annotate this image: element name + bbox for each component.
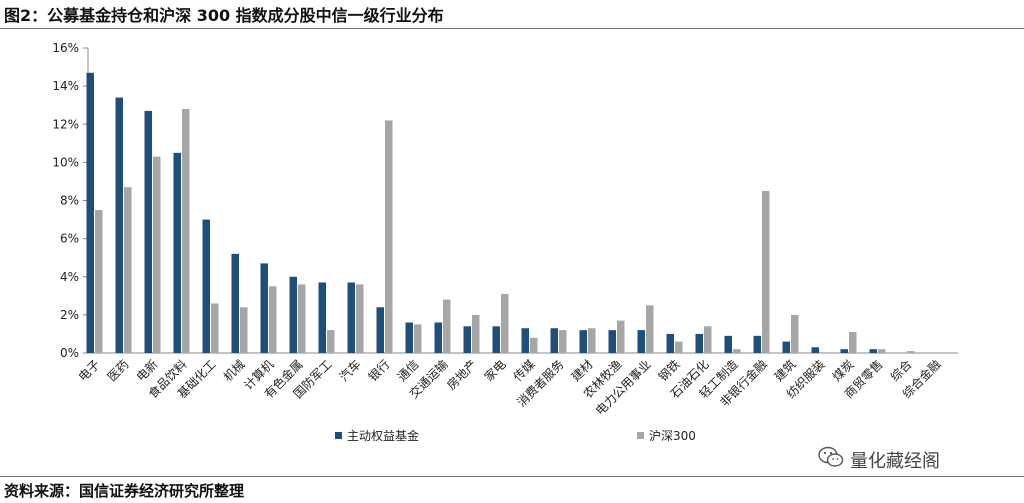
bar-hs300 [559,330,567,353]
bar-hs300 [588,328,596,353]
y-tick-label: 0% [60,346,79,360]
x-tick-label: 家电 [481,357,509,385]
bar-hs300 [704,326,712,353]
bar-active-fund [434,322,442,353]
bar-active-fund [811,347,819,353]
bar-hs300 [907,351,915,353]
bar-active-fund [521,328,529,353]
bar-active-fund [376,307,384,353]
bar-active-fund [463,326,471,353]
bar-hs300 [762,190,770,353]
bar-active-fund [347,282,355,353]
bar-active-fund [492,326,500,353]
bar-hs300 [733,349,741,353]
x-tick-label: 医药 [105,357,132,384]
bar-active-fund [608,330,616,353]
bar-hs300 [646,305,654,353]
wechat-icon [818,446,844,473]
bar-hs300 [791,314,799,353]
bar-hs300 [327,330,335,353]
bar-active-fund [115,97,123,353]
bar-active-fund [666,333,674,353]
bar-hs300 [240,307,248,353]
x-tick-label: 汽车 [336,357,364,385]
legend-swatch [637,432,644,439]
bar-active-fund [86,72,94,353]
bar-active-fund [782,341,790,353]
bar-hs300 [472,314,480,353]
bar-active-fund [405,322,413,353]
y-tick-label: 2% [60,308,79,322]
bar-hs300 [414,324,422,353]
bar-hs300 [443,299,451,353]
bar-hs300 [269,286,277,353]
bar-hs300 [501,293,509,353]
watermark-text: 量化藏经阁 [850,450,940,472]
legend-swatch [335,432,342,439]
bar-active-fund [289,276,297,353]
x-tick-label: 银行 [366,357,393,384]
bottom-rule [0,476,1024,477]
bar-active-fund [260,263,268,353]
bar-hs300 [298,284,306,353]
bar-hs300 [153,156,161,353]
bar-active-fund [695,333,703,353]
x-tick-label: 电子 [76,357,103,384]
bar-hs300 [385,120,393,353]
y-tick-label: 16% [52,41,79,55]
bar-hs300 [95,210,103,353]
bar-hs300 [124,187,132,353]
bar-active-fund [869,349,877,353]
watermark: 量化藏经阁 [818,446,940,473]
bar-hs300 [530,337,538,353]
legend-label: 主动权益基金 [347,428,419,443]
bar-active-fund [318,282,326,353]
bar-active-fund [144,110,152,353]
bar-active-fund [173,152,181,353]
bar-hs300 [849,332,857,353]
bar-hs300 [675,341,683,353]
y-tick-label: 8% [60,194,79,208]
bar-hs300 [182,109,190,353]
y-tick-label: 14% [52,79,79,93]
x-tick-label: 房地产 [444,357,480,393]
bar-active-fund [840,349,848,353]
bar-active-fund [550,328,558,353]
figure-title: 图2：公募基金持仓和沪深 300 指数成分股中信一级行业分布 [4,6,444,25]
bar-hs300 [211,303,219,353]
bar-active-fund [753,335,761,353]
top-rule [0,28,1024,29]
bar-active-fund [579,330,587,353]
bar-active-fund [231,253,239,353]
bar-hs300 [356,284,364,353]
legend-label: 沪深300 [649,429,696,443]
bar-active-fund [202,219,210,353]
y-tick-label: 4% [60,270,79,284]
bar-active-fund [637,330,645,353]
bar-hs300 [878,349,886,353]
y-tick-label: 6% [60,232,79,246]
y-tick-label: 12% [52,117,79,131]
source-note: 资料来源：国信证券经济研究所整理 [4,482,245,500]
y-tick-label: 10% [52,155,79,169]
bar-active-fund [724,335,732,353]
bar-hs300 [617,320,625,353]
